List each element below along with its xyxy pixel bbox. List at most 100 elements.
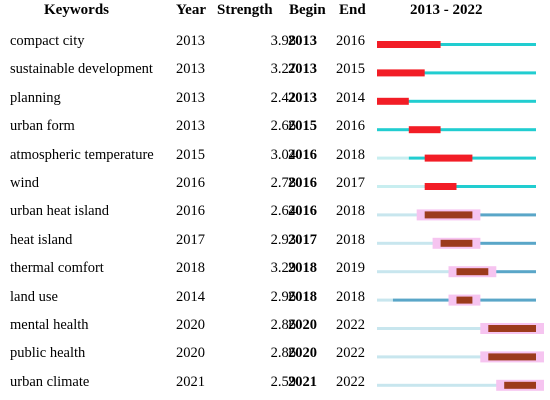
- keyword-cell: thermal comfort: [10, 260, 104, 277]
- strength-cell: 3.27: [270, 61, 296, 78]
- end-cell: 2015: [336, 61, 365, 78]
- year-cell: 2016: [176, 175, 205, 191]
- timeline-pre-segment: [377, 298, 393, 302]
- timeline-pre-segment: [377, 156, 409, 160]
- begin-cell: 2013: [288, 61, 317, 78]
- burst-bar: [504, 381, 536, 389]
- timeline-pre-segment: [377, 327, 489, 330]
- keyword-cell: planning: [10, 89, 61, 106]
- header-year: Year: [176, 2, 206, 18]
- burst-bar: [408, 126, 441, 134]
- strength-cell: 2.86: [270, 317, 296, 333]
- timeline-line: [377, 71, 536, 75]
- keyword-cell: atmospheric temperature: [10, 146, 154, 163]
- begin-cell: 2021: [288, 373, 317, 390]
- end-cell: 2018: [336, 231, 365, 248]
- begin-cell: 2018: [288, 288, 317, 305]
- burst-bar: [440, 239, 473, 247]
- begin-cell: 2020: [288, 317, 317, 333]
- burst-bar: [424, 183, 457, 190]
- timeline-line: [440, 241, 536, 245]
- year-cell: 2013: [176, 33, 205, 49]
- burst-bar: [377, 69, 425, 77]
- year-cell: 2017: [176, 231, 205, 248]
- timeline-line: [424, 185, 536, 188]
- burst-bar: [424, 154, 473, 162]
- header-strength: Strength: [217, 2, 273, 18]
- strength-cell: 2.64: [270, 203, 296, 220]
- strength-cell: 3.29: [270, 260, 296, 277]
- burst-bar: [488, 353, 536, 361]
- burst-bar: [488, 325, 536, 332]
- strength-cell: 2.42: [270, 89, 296, 106]
- end-cell: 2016: [336, 33, 365, 49]
- year-cell: 2020: [176, 345, 205, 362]
- begin-cell: 2017: [288, 231, 317, 248]
- end-cell: 2018: [336, 146, 365, 163]
- timeline-pre-segment: [377, 270, 457, 274]
- end-cell: 2016: [336, 118, 365, 135]
- begin-cell: 2013: [288, 33, 317, 49]
- strength-cell: 2.66: [270, 118, 296, 135]
- timeline-line: [377, 99, 536, 103]
- burst-bar: [456, 268, 489, 276]
- keyword-cell: heat island: [10, 231, 73, 248]
- strength-cell: 3.04: [270, 146, 296, 163]
- keyword-cell: urban heat island: [10, 203, 110, 220]
- keyword-cell: wind: [10, 175, 39, 191]
- end-cell: 2022: [336, 345, 365, 362]
- end-cell: 2014: [336, 89, 365, 106]
- timeline-pre-segment: [377, 383, 505, 387]
- keyword-cell: public health: [10, 345, 86, 362]
- header-timeline-range: 2013 - 2022: [410, 2, 483, 18]
- year-cell: 2014: [176, 288, 205, 305]
- year-cell: 2013: [176, 89, 205, 106]
- year-cell: 2015: [176, 146, 205, 163]
- keyword-cell: urban form: [10, 118, 75, 135]
- strength-cell: 2.59: [270, 373, 296, 390]
- strength-cell: 2.86: [270, 345, 296, 362]
- end-cell: 2018: [336, 288, 365, 305]
- year-cell: 2013: [176, 118, 205, 135]
- end-cell: 2022: [336, 317, 365, 333]
- year-cell: 2020: [176, 317, 205, 333]
- begin-cell: 2015: [288, 118, 317, 135]
- timeline-pre-segment: [377, 241, 441, 245]
- keyword-cell: mental health: [10, 317, 89, 333]
- end-cell: 2022: [336, 373, 365, 390]
- burst-bar: [424, 211, 473, 219]
- strength-cell: 2.78: [270, 175, 296, 191]
- keyword-cell: urban climate: [10, 373, 90, 390]
- begin-cell: 2016: [288, 146, 317, 163]
- timeline-pre-segment: [377, 213, 425, 217]
- timeline-line: [377, 128, 536, 132]
- timeline-pre-segment: [377, 355, 489, 359]
- timeline-pre-segment: [377, 185, 425, 188]
- end-cell: 2018: [336, 203, 365, 220]
- strength-cell: 3.98: [270, 33, 296, 49]
- year-cell: 2018: [176, 260, 205, 277]
- keyword-cell: sustainable development: [10, 61, 153, 78]
- year-cell: 2013: [176, 61, 205, 78]
- begin-cell: 2018: [288, 260, 317, 277]
- year-cell: 2021: [176, 373, 205, 390]
- end-cell: 2017: [336, 175, 365, 191]
- year-cell: 2016: [176, 203, 205, 220]
- begin-cell: 2020: [288, 345, 317, 362]
- burst-bar: [456, 296, 473, 304]
- keyword-cell: compact city: [10, 33, 85, 49]
- begin-cell: 2016: [288, 203, 317, 220]
- begin-cell: 2016: [288, 175, 317, 191]
- timeline-line: [377, 43, 536, 46]
- burst-bar: [377, 97, 409, 105]
- header-end: End: [339, 2, 366, 18]
- strength-cell: 2.96: [270, 288, 296, 305]
- header-keywords: Keywords: [44, 2, 109, 18]
- header-begin: Begin: [289, 2, 326, 18]
- begin-cell: 2013: [288, 89, 317, 106]
- burst-bar: [377, 41, 441, 48]
- end-cell: 2019: [336, 260, 365, 277]
- keyword-cell: land use: [10, 288, 58, 305]
